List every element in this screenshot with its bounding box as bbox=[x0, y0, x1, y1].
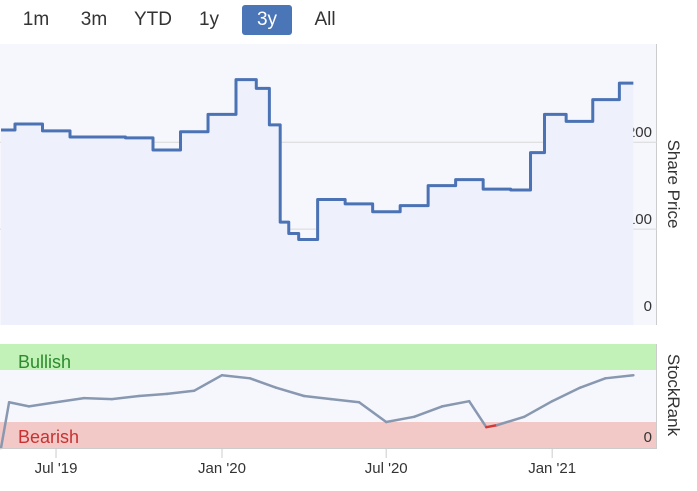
stockrank-segment bbox=[248, 377, 278, 389]
price-area-fill bbox=[1, 79, 634, 325]
range-all-button[interactable]: All bbox=[314, 9, 336, 30]
range-selector: 1m 3m YTD 1y 3y All bbox=[0, 0, 697, 40]
price-y-tick-label: 0 bbox=[644, 298, 652, 315]
stockrank-segment bbox=[0, 400, 11, 450]
stockrank-segment bbox=[440, 399, 471, 408]
stockrank-segment bbox=[27, 400, 58, 408]
x-tick-label: Jul '19 bbox=[35, 460, 78, 477]
bearish-label: Bearish bbox=[18, 427, 79, 447]
stockrank-segment bbox=[412, 405, 444, 419]
bearish-zone bbox=[0, 422, 657, 448]
stockrank-segment bbox=[329, 397, 361, 404]
price-line bbox=[1, 78, 634, 242]
stockrank-lines bbox=[0, 373, 635, 450]
range-3m-button[interactable]: 3m bbox=[80, 9, 108, 30]
price-axis-title: Share Price bbox=[664, 140, 683, 229]
x-tick-label: Jul '20 bbox=[365, 460, 408, 477]
x-tick-label: Jan '20 bbox=[198, 460, 246, 477]
stockrank-segment bbox=[192, 373, 224, 393]
stockrank-segment bbox=[7, 400, 31, 408]
x-axis-ticks: Jul '19 Jan '20 Jul '20 Jan '21 bbox=[35, 448, 576, 477]
stockrank-segment bbox=[302, 394, 333, 401]
stockrank-segment bbox=[495, 415, 526, 427]
stockrank-segment bbox=[485, 423, 499, 429]
range-1y-button[interactable]: 1y bbox=[198, 9, 220, 30]
stockrank-segment bbox=[165, 389, 196, 396]
stockrank-segment bbox=[54, 396, 86, 404]
x-tick-label: Jan '21 bbox=[528, 460, 576, 477]
stockrank-segment bbox=[384, 415, 416, 424]
stockrank-y-tick-label: 0 bbox=[644, 429, 652, 446]
stockrank-segment bbox=[522, 399, 554, 419]
stockrank-segment bbox=[467, 399, 488, 429]
stockrank-axis-title: StockRank bbox=[664, 354, 683, 437]
range-3y-button[interactable]: 3y bbox=[242, 5, 292, 35]
range-ytd-button[interactable]: YTD bbox=[134, 9, 172, 30]
range-1m-button[interactable]: 1m bbox=[22, 9, 50, 30]
stockrank-segment bbox=[220, 373, 252, 380]
stockrank-segment bbox=[274, 386, 306, 398]
stockrank-segment bbox=[578, 377, 607, 389]
bullish-zone bbox=[0, 344, 657, 370]
stockrank-segment bbox=[137, 392, 169, 398]
stockrank-segment bbox=[604, 373, 635, 380]
stockrank-segment bbox=[357, 400, 388, 424]
stockrank-y-tick-labels: 0 bbox=[644, 429, 652, 446]
stockrank-segment bbox=[82, 396, 114, 401]
stockrank-segment bbox=[550, 386, 582, 403]
bullish-label: Bullish bbox=[18, 352, 71, 372]
stockrank-segment bbox=[110, 394, 141, 401]
